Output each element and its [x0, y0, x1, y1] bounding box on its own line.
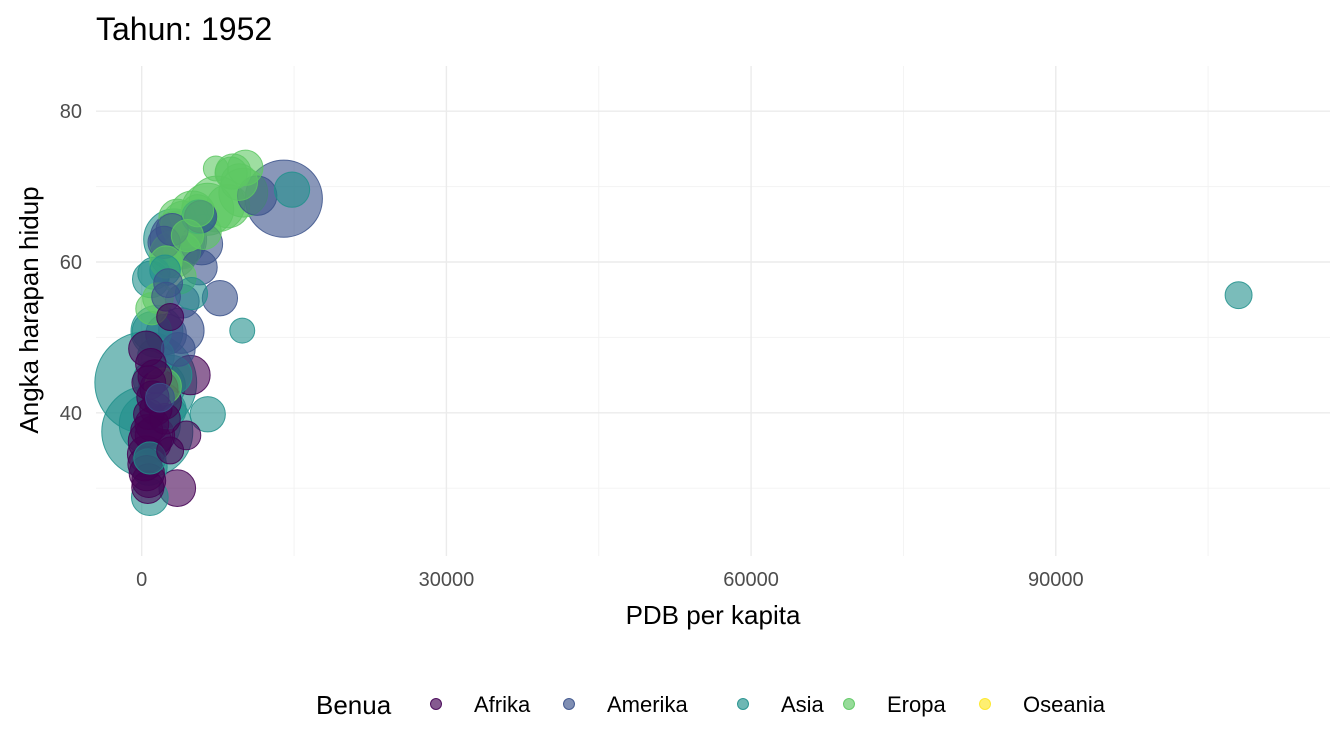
data-point-eropa — [202, 155, 229, 182]
chart-title: Tahun: 1952 — [96, 11, 272, 47]
data-point-asia — [273, 171, 311, 208]
legend-label-amerika: Amerika — [607, 692, 688, 717]
data-point-amerika — [160, 332, 196, 367]
legend-label-oseania: Oseania — [1023, 692, 1106, 717]
x-tick-label: 60000 — [723, 569, 779, 591]
data-point-asia — [189, 396, 226, 433]
data-point-afrika — [156, 436, 185, 465]
legend-key-afrika — [430, 698, 442, 710]
y-axis-title: Angka harapan hidup — [14, 186, 44, 433]
legend-title: Benua — [316, 690, 392, 720]
x-axis-ticks: 0 30000 60000 90000 — [136, 569, 1083, 591]
y-tick-label: 40 — [60, 403, 82, 425]
grid — [96, 66, 1330, 556]
legend-label-eropa: Eropa — [887, 692, 946, 717]
data-point-asia — [1224, 281, 1253, 310]
data-point-amerika — [201, 280, 239, 317]
legend-label-asia: Asia — [781, 692, 825, 717]
data-points — [94, 149, 1253, 517]
data-point-amerika — [145, 382, 175, 413]
legend-key-asia — [737, 698, 749, 710]
legend-key-amerika — [563, 698, 575, 710]
x-axis-title: PDB per kapita — [626, 600, 801, 630]
data-point-eropa — [180, 194, 215, 228]
x-tick-label: 0 — [136, 569, 147, 591]
data-point-afrika — [156, 303, 185, 332]
legend: Benua Afrika Amerika Asia Eropa Oseania — [316, 690, 1106, 720]
data-point-afrika — [131, 470, 165, 504]
legend-key-eropa — [843, 698, 855, 710]
data-point-asia — [229, 317, 256, 344]
x-tick-label: 30000 — [419, 569, 475, 591]
x-tick-label: 90000 — [1028, 569, 1084, 591]
y-axis-ticks: 40 60 80 — [60, 101, 82, 425]
data-point-afrika — [135, 347, 167, 380]
y-tick-label: 80 — [60, 101, 82, 123]
legend-key-oseania — [979, 698, 991, 710]
legend-label-afrika: Afrika — [474, 692, 531, 717]
y-tick-label: 60 — [60, 252, 82, 274]
